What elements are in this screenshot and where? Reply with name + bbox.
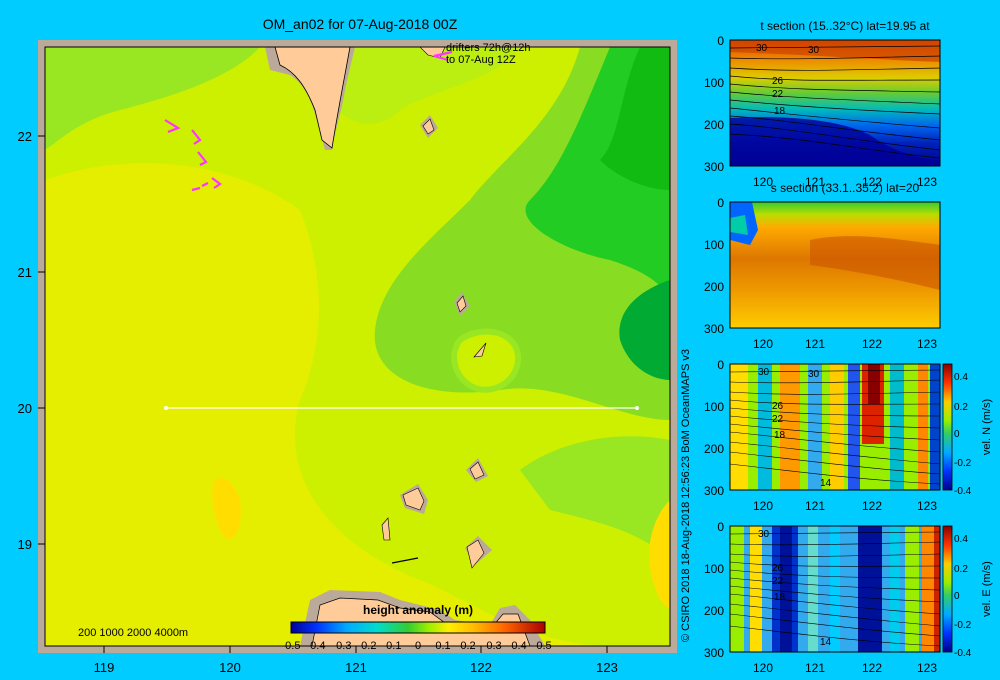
svg-text:0: 0 [954, 429, 960, 440]
panel-title: t section (15..32°C) lat=19.95 at [760, 19, 930, 33]
svg-text:0.2: 0.2 [954, 564, 968, 575]
svg-text:-0.3: -0.3 [333, 640, 352, 652]
svg-text:123: 123 [917, 175, 937, 189]
svg-text:vel. E (m/s): vel. E (m/s) [981, 561, 993, 617]
svg-text:120: 120 [753, 661, 773, 675]
svg-text:200: 200 [704, 604, 724, 618]
svg-text:122: 122 [862, 337, 882, 351]
svg-text:123: 123 [917, 499, 937, 513]
svg-text:123: 123 [917, 337, 937, 351]
svg-text:121: 121 [805, 175, 825, 189]
svg-text:100: 100 [704, 238, 724, 252]
svg-text:0: 0 [717, 196, 724, 210]
svg-text:0.2: 0.2 [954, 402, 968, 413]
section-panels: t section (15..32°C) lat=19.95 at 30 30 … [704, 19, 993, 675]
map-x-tick: 123 [596, 660, 618, 675]
drifter-tracks [164, 50, 453, 192]
vn-section: 30 30 26 22 18 14 [729, 363, 953, 491]
svg-text:300: 300 [704, 484, 724, 498]
s-section [729, 201, 941, 329]
svg-text:-0.2: -0.2 [954, 620, 972, 631]
svg-text:0.4: 0.4 [511, 640, 526, 652]
map-x-tick: 121 [345, 660, 367, 675]
svg-text:30: 30 [758, 367, 770, 378]
svg-text:0.3: 0.3 [486, 640, 501, 652]
svg-text:122: 122 [862, 499, 882, 513]
svg-text:122: 122 [862, 175, 882, 189]
svg-text:0.4: 0.4 [954, 534, 968, 545]
svg-text:26: 26 [772, 76, 784, 87]
ve-section: 30 26 22 18 14 [729, 525, 953, 653]
svg-text:122: 122 [862, 661, 882, 675]
svg-text:18: 18 [774, 106, 786, 117]
svg-text:14: 14 [820, 478, 832, 489]
colorbar-title: height anomaly (m) [363, 603, 473, 617]
t-section: 30 30 26 22 18 [729, 39, 941, 167]
map-x-tick: 119 [94, 660, 115, 675]
svg-text:22: 22 [772, 576, 784, 587]
map-y-tick: 19 [18, 537, 32, 552]
svg-text:100: 100 [704, 400, 724, 414]
svg-text:100: 100 [704, 76, 724, 90]
svg-text:18: 18 [774, 430, 786, 441]
map-y-tick: 21 [18, 265, 32, 280]
svg-text:0.2: 0.2 [460, 640, 475, 652]
svg-text:0: 0 [415, 640, 421, 652]
svg-text:0: 0 [954, 591, 960, 602]
svg-text:120: 120 [753, 499, 773, 513]
svg-text:123: 123 [917, 661, 937, 675]
svg-text:120: 120 [753, 337, 773, 351]
svg-text:22: 22 [772, 414, 784, 425]
panel-title: s section (33.1..35.2) lat=20 [771, 181, 920, 195]
svg-text:0.1: 0.1 [435, 640, 450, 652]
svg-text:-0.4: -0.4 [307, 640, 326, 652]
svg-text:30: 30 [808, 45, 820, 56]
svg-text:200: 200 [704, 118, 724, 132]
drifter-label: to 07-Aug 12Z [446, 54, 516, 66]
svg-text:-0.4: -0.4 [954, 486, 972, 497]
svg-text:0: 0 [717, 358, 724, 372]
svg-text:18: 18 [774, 592, 786, 603]
colorbar-ticks: -0.5 -0.4 -0.3 -0.2 -0.1 0 0.1 0.2 0.3 0… [282, 640, 552, 652]
svg-text:vel. N (m/s): vel. N (m/s) [981, 399, 993, 455]
svg-text:30: 30 [758, 529, 770, 540]
depth-legend: 200 1000 2000 4000m [78, 627, 188, 639]
svg-text:-0.5: -0.5 [282, 640, 301, 652]
svg-text:0.5: 0.5 [536, 640, 551, 652]
svg-text:14: 14 [820, 637, 832, 648]
map-x-tick: 122 [470, 660, 492, 675]
page-title: OM_an02 for 07-Aug-2018 00Z [262, 16, 458, 32]
svg-text:22: 22 [772, 89, 784, 100]
map-y-tick: 22 [18, 129, 32, 144]
svg-text:30: 30 [756, 43, 768, 54]
drifter-label: drifters 72h@12h [446, 42, 531, 54]
svg-text:121: 121 [805, 337, 825, 351]
svg-text:-0.2: -0.2 [358, 640, 377, 652]
map-x-tick: 120 [219, 660, 241, 675]
map-y-tick: 20 [18, 401, 32, 416]
svg-text:0.4: 0.4 [954, 372, 968, 383]
svg-text:300: 300 [704, 646, 724, 660]
svg-text:0: 0 [717, 520, 724, 534]
svg-text:300: 300 [704, 322, 724, 336]
svg-text:26: 26 [772, 401, 784, 412]
svg-text:26: 26 [772, 563, 784, 574]
svg-text:-0.4: -0.4 [954, 648, 972, 659]
svg-text:-0.2: -0.2 [954, 458, 972, 469]
svg-text:300: 300 [704, 160, 724, 174]
svg-text:120: 120 [753, 175, 773, 189]
svg-text:121: 121 [805, 499, 825, 513]
svg-text:0: 0 [717, 34, 724, 48]
svg-text:200: 200 [704, 280, 724, 294]
svg-text:30: 30 [808, 369, 820, 380]
svg-text:200: 200 [704, 442, 724, 456]
colorbar [290, 621, 546, 634]
svg-text:121: 121 [805, 661, 825, 675]
svg-text:-0.1: -0.1 [383, 640, 402, 652]
svg-text:100: 100 [704, 562, 724, 576]
